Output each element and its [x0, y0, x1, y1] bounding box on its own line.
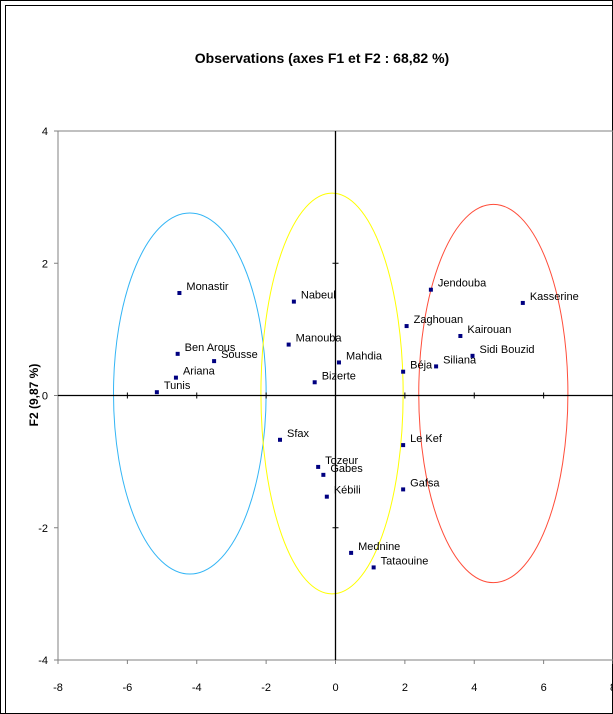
- data-point-label: Le Kef: [410, 433, 443, 445]
- data-point-label: Sousse: [221, 349, 258, 361]
- data-point: [291, 299, 296, 304]
- chart-title: Observations (axes F1 et F2 : 68,82 %): [195, 50, 449, 66]
- data-point-label: Ben Arous: [185, 342, 236, 354]
- data-point-label: Kasserine: [530, 291, 579, 303]
- data-point: [175, 351, 180, 356]
- data-point: [177, 291, 182, 296]
- data-point: [286, 342, 291, 347]
- data-point: [278, 437, 282, 442]
- data-point-label: Gafsa: [410, 477, 440, 489]
- x-tick-label: 2: [402, 682, 408, 694]
- cluster-ellipse-2: [260, 192, 404, 595]
- data-point-label: Zaghouan: [414, 314, 464, 326]
- data-point-label: Kébili: [334, 485, 361, 497]
- data-point-label: Tunis: [164, 380, 191, 392]
- data-point: [336, 360, 341, 365]
- data-point-label: Nabeul: [301, 290, 336, 302]
- data-point: [404, 324, 409, 329]
- x-tick-label: -2: [261, 682, 271, 694]
- y-axis-label: F2 (9,87 %): [27, 364, 41, 427]
- data-point-label: Gabes: [330, 463, 363, 475]
- data-point: [371, 565, 376, 570]
- x-tick-label: 8: [610, 682, 613, 694]
- data-point-label: Siliana: [443, 354, 477, 366]
- data-point-label: Mahdia: [346, 350, 383, 362]
- data-point: [154, 390, 159, 395]
- y-tick-label: 4: [42, 126, 48, 138]
- data-point-label: Tozeur: [325, 455, 358, 467]
- x-tick-label: -4: [192, 682, 202, 694]
- data-point: [520, 300, 525, 305]
- data-point: [401, 487, 406, 492]
- data-point-label: Manouba: [296, 333, 343, 345]
- cluster-ellipse-3: [418, 203, 569, 584]
- inner-border: [5, 5, 613, 714]
- data-point: [428, 287, 433, 292]
- x-tick-labels: -8 -6 -4 -2 0 2 4 6 8: [53, 682, 613, 694]
- data-point-label: Sfax: [287, 428, 310, 440]
- data-point-label: Ariana: [183, 366, 216, 378]
- data-point-label: Tataouine: [381, 555, 429, 567]
- data-point: [434, 364, 439, 369]
- x-tick-label: 0: [332, 682, 338, 694]
- data-point: [349, 550, 354, 555]
- data-point: [316, 464, 321, 469]
- data-point: [321, 472, 326, 477]
- y-tick-label: 2: [42, 258, 48, 270]
- data-point-label: Sidi Bouzid: [480, 344, 535, 356]
- x-tick-label: 6: [541, 682, 547, 694]
- y-tick-labels: -4 -2 0 2 4: [38, 126, 48, 667]
- data-point: [470, 353, 475, 358]
- x-tick-label: 4: [471, 682, 477, 694]
- data-point: [312, 380, 317, 385]
- data-point: [458, 333, 463, 338]
- y-tick-label: 0: [42, 391, 48, 403]
- y-tick-label: -4: [38, 655, 48, 667]
- data-point-label: Mednine: [358, 541, 400, 553]
- data-point: [212, 359, 217, 364]
- x-tick-label: -8: [53, 682, 63, 694]
- data-point-label: Bizerte: [322, 370, 356, 382]
- data-point: [173, 375, 178, 380]
- data-point: [401, 369, 406, 374]
- data-point-label: Béja: [410, 360, 433, 372]
- y-tick-label: -2: [38, 523, 48, 535]
- data-point-label: Monastir: [186, 281, 229, 293]
- data-point-label: Kairouan: [467, 324, 511, 336]
- data-point: [324, 494, 329, 499]
- data-point: [401, 443, 406, 448]
- x-tick-label: -6: [122, 682, 132, 694]
- data-point-label: Jendouba: [438, 278, 487, 290]
- axes: [54, 130, 613, 664]
